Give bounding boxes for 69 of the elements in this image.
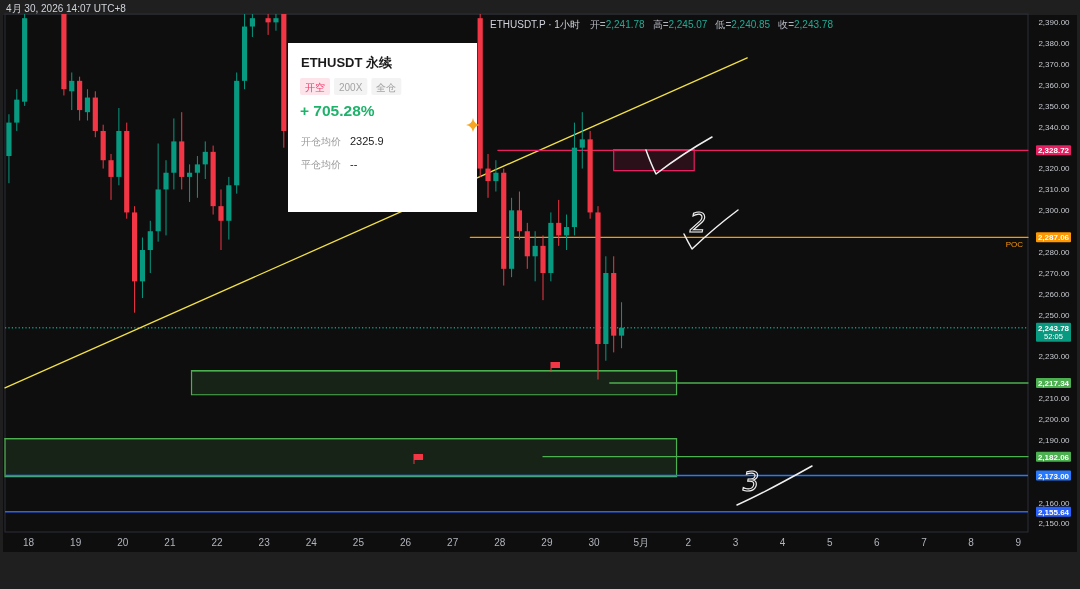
price-tag: 2,155.64 — [1036, 506, 1071, 517]
y-tick-label: 2,200.00 — [1038, 415, 1071, 425]
text: 4月 30, 2026 14:07 UTC+8 — [6, 2, 127, 14]
y-tick-label: 2,310.00 — [1038, 185, 1071, 195]
chip: 200X — [334, 78, 368, 95]
y-tick-label: 2,350.00 — [1038, 101, 1071, 111]
x-tick-label: 28 — [494, 537, 506, 548]
annotation: -- — [350, 158, 358, 170]
x-tick-label: 20 — [117, 537, 129, 548]
annotation: ETHUSDT 永续 — [301, 55, 393, 70]
y-tick-label: 2,380.00 — [1038, 39, 1071, 49]
annotation: 开空 — [305, 81, 325, 93]
y-tick-label: 2,340.00 — [1038, 122, 1071, 132]
price-tag: 2,328.72 — [1036, 145, 1071, 156]
series-label: POC — [1005, 239, 1023, 249]
x-tick-label: 21 — [164, 537, 176, 548]
y-tick-label: 2,300.00 — [1038, 206, 1071, 216]
x-tick-label: 3 — [732, 537, 739, 548]
annotation: 收=2,243.78 — [778, 19, 834, 30]
annotation: 开=2,241.78 — [589, 19, 646, 30]
chip: 全仓 — [371, 78, 402, 95]
annotation: 200X — [339, 81, 363, 93]
chip: 开空 — [300, 78, 330, 95]
x-tick-label: 25 — [352, 537, 365, 548]
text: ETHUSDT.P · 1小时 — [490, 19, 580, 30]
y-tick-label: 2,230.00 — [1038, 352, 1071, 362]
y-tick-label: 2,270.00 — [1038, 268, 1071, 278]
x-tick-label: 18 — [23, 537, 35, 548]
price-tag: 2,173.00 — [1036, 470, 1071, 481]
x-tick-label: 5月 — [633, 537, 649, 548]
annotation: 2325.9 — [350, 135, 384, 147]
x-tick-label: 26 — [400, 537, 412, 548]
y-tick-label: 2,280.00 — [1038, 247, 1071, 257]
x-tick-label: 7 — [921, 537, 928, 548]
annotation: 3 — [742, 467, 760, 497]
x-tick-label: 22 — [211, 537, 224, 548]
annotation: + 705.28% — [300, 102, 375, 119]
x-tick-label: 8 — [968, 537, 975, 548]
price-tag: 2,182.06 — [1036, 451, 1071, 462]
annotation: 开仓均价 — [301, 136, 341, 147]
y-tick-label: 2,320.00 — [1038, 164, 1071, 174]
annotation: 全仓 — [376, 81, 397, 93]
x-tick-label: 4 — [779, 537, 786, 548]
y-tick-label: 2,250.00 — [1038, 310, 1071, 320]
y-tick-label: 2,190.00 — [1038, 435, 1071, 445]
x-tick-label: 9 — [1015, 537, 1022, 548]
y-tick-label: 2,360.00 — [1038, 80, 1071, 90]
price-tag: 2,287.06 — [1036, 232, 1071, 243]
y-tick-label: 2,210.00 — [1038, 394, 1071, 404]
x-tick-label: 24 — [305, 537, 318, 548]
y-tick-label: 2,390.00 — [1038, 18, 1071, 28]
x-tick-label: 30 — [588, 537, 601, 548]
x-tick-label: 23 — [258, 537, 271, 548]
price-tag: 2,217.34 — [1036, 378, 1071, 388]
annotation: 低=2,240.85 — [715, 19, 771, 30]
x-tick-label: 27 — [447, 537, 459, 548]
y-tick-label: 2,260.00 — [1038, 289, 1071, 299]
x-tick-label: 2 — [685, 537, 692, 548]
ref-line-label: 2,243.78 — [1037, 323, 1070, 333]
x-tick-label: 19 — [70, 537, 82, 548]
annotation: 2 — [689, 208, 707, 238]
annotation: 平仓均价 — [301, 159, 341, 170]
x-tick-label: 5 — [826, 537, 833, 548]
y-tick-label: 2,370.00 — [1038, 59, 1071, 69]
y-tick-label: 2,150.00 — [1038, 519, 1071, 529]
x-tick-label: 29 — [541, 537, 553, 548]
annotation: 高=2,245.07 — [652, 19, 708, 30]
y-tick-label: 2,160.00 — [1038, 498, 1071, 508]
x-tick-label: 6 — [874, 537, 881, 548]
